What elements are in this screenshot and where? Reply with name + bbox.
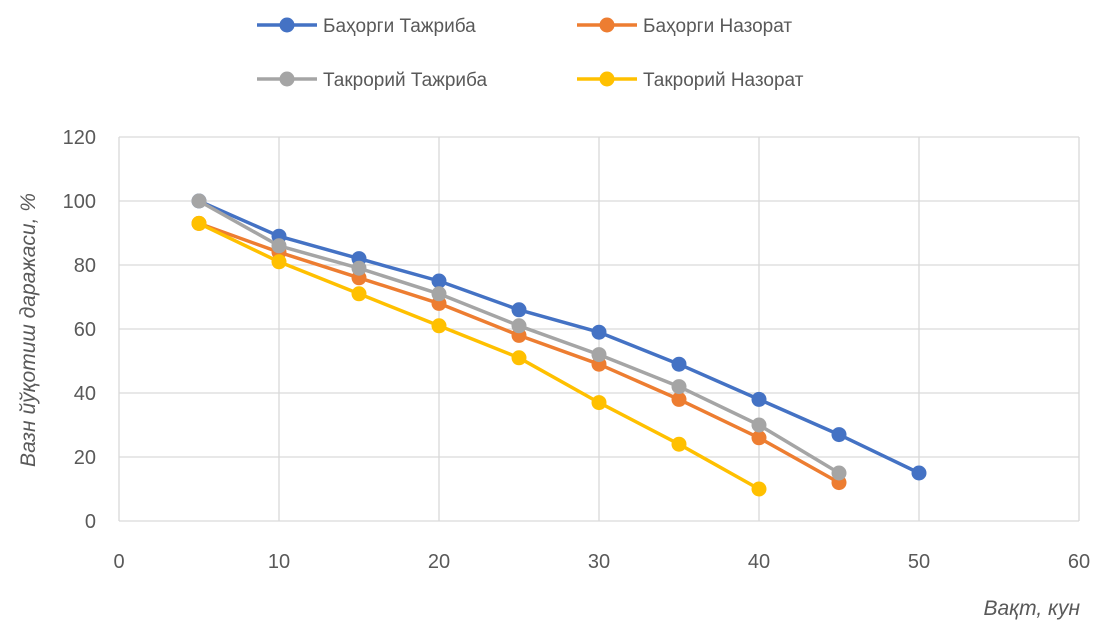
data-point (671, 391, 687, 407)
y-tick-label: 120 (63, 127, 96, 149)
x-axis-title: Вақт, кун (984, 597, 1081, 620)
y-tick-label: 60 (74, 319, 96, 341)
series-layer (191, 193, 927, 497)
data-point (911, 465, 927, 481)
series-line (198, 221, 760, 491)
legend-label: Баҳорги Тажриба (323, 16, 476, 37)
y-tick-label: 20 (74, 447, 96, 469)
legend-item: Такрорий Назорат (577, 70, 804, 91)
data-point (431, 286, 447, 302)
legend-label: Такрорий Назорат (643, 70, 804, 91)
legend-item: Баҳорги Тажриба (257, 16, 476, 37)
x-tick-label: 30 (588, 551, 610, 573)
data-point (431, 273, 447, 289)
data-point (831, 465, 847, 481)
data-point (671, 356, 687, 372)
data-point (591, 324, 607, 340)
y-tick-label: 0 (85, 511, 96, 533)
data-point (271, 254, 287, 270)
x-tick-label: 20 (428, 551, 450, 573)
data-point (511, 350, 527, 366)
x-tick-label: 0 (113, 551, 124, 573)
x-tick-label: 10 (268, 551, 290, 573)
legend-label: Такрорий Тажриба (323, 70, 487, 91)
legend-swatch-marker (599, 17, 615, 33)
x-tick-label: 60 (1068, 551, 1090, 573)
data-point (271, 238, 287, 254)
y-tick-label: 40 (74, 383, 96, 405)
legend-label: Баҳорги Назорат (643, 16, 792, 37)
data-point (511, 302, 527, 318)
series-1 (191, 193, 927, 481)
data-point (511, 318, 527, 334)
data-point (671, 436, 687, 452)
legend: Баҳорги Тажриба Баҳорги Назорат Такрорий Т… (257, 16, 804, 91)
data-point (431, 318, 447, 334)
data-point (751, 417, 767, 433)
data-point (351, 286, 367, 302)
x-tick-label: 50 (908, 551, 930, 573)
data-point (351, 260, 367, 276)
legend-item: Такрорий Тажриба (257, 70, 487, 91)
y-axis-ticks: 0 20 40 60 80 100 120 (63, 127, 96, 533)
data-point (751, 430, 767, 446)
data-point (191, 193, 207, 209)
series-4 (191, 215, 767, 497)
data-point (751, 481, 767, 497)
data-point (751, 391, 767, 407)
y-tick-label: 80 (74, 255, 96, 277)
data-point (671, 379, 687, 395)
data-point (831, 427, 847, 443)
y-axis-title: Вазн йўқотиш даражаси, % (17, 193, 40, 467)
x-axis-ticks: 0 10 20 30 40 50 60 (113, 551, 1090, 573)
series-line (198, 199, 920, 475)
data-point (591, 395, 607, 411)
data-point (191, 215, 207, 231)
legend-swatch-marker (279, 17, 295, 33)
legend-item: Баҳорги Назорат (577, 16, 792, 37)
y-tick-label: 100 (63, 191, 96, 213)
data-point (591, 347, 607, 363)
legend-swatch-marker (599, 71, 615, 87)
x-tick-label: 40 (748, 551, 770, 573)
legend-swatch-marker (279, 71, 295, 87)
series-3 (191, 193, 847, 481)
